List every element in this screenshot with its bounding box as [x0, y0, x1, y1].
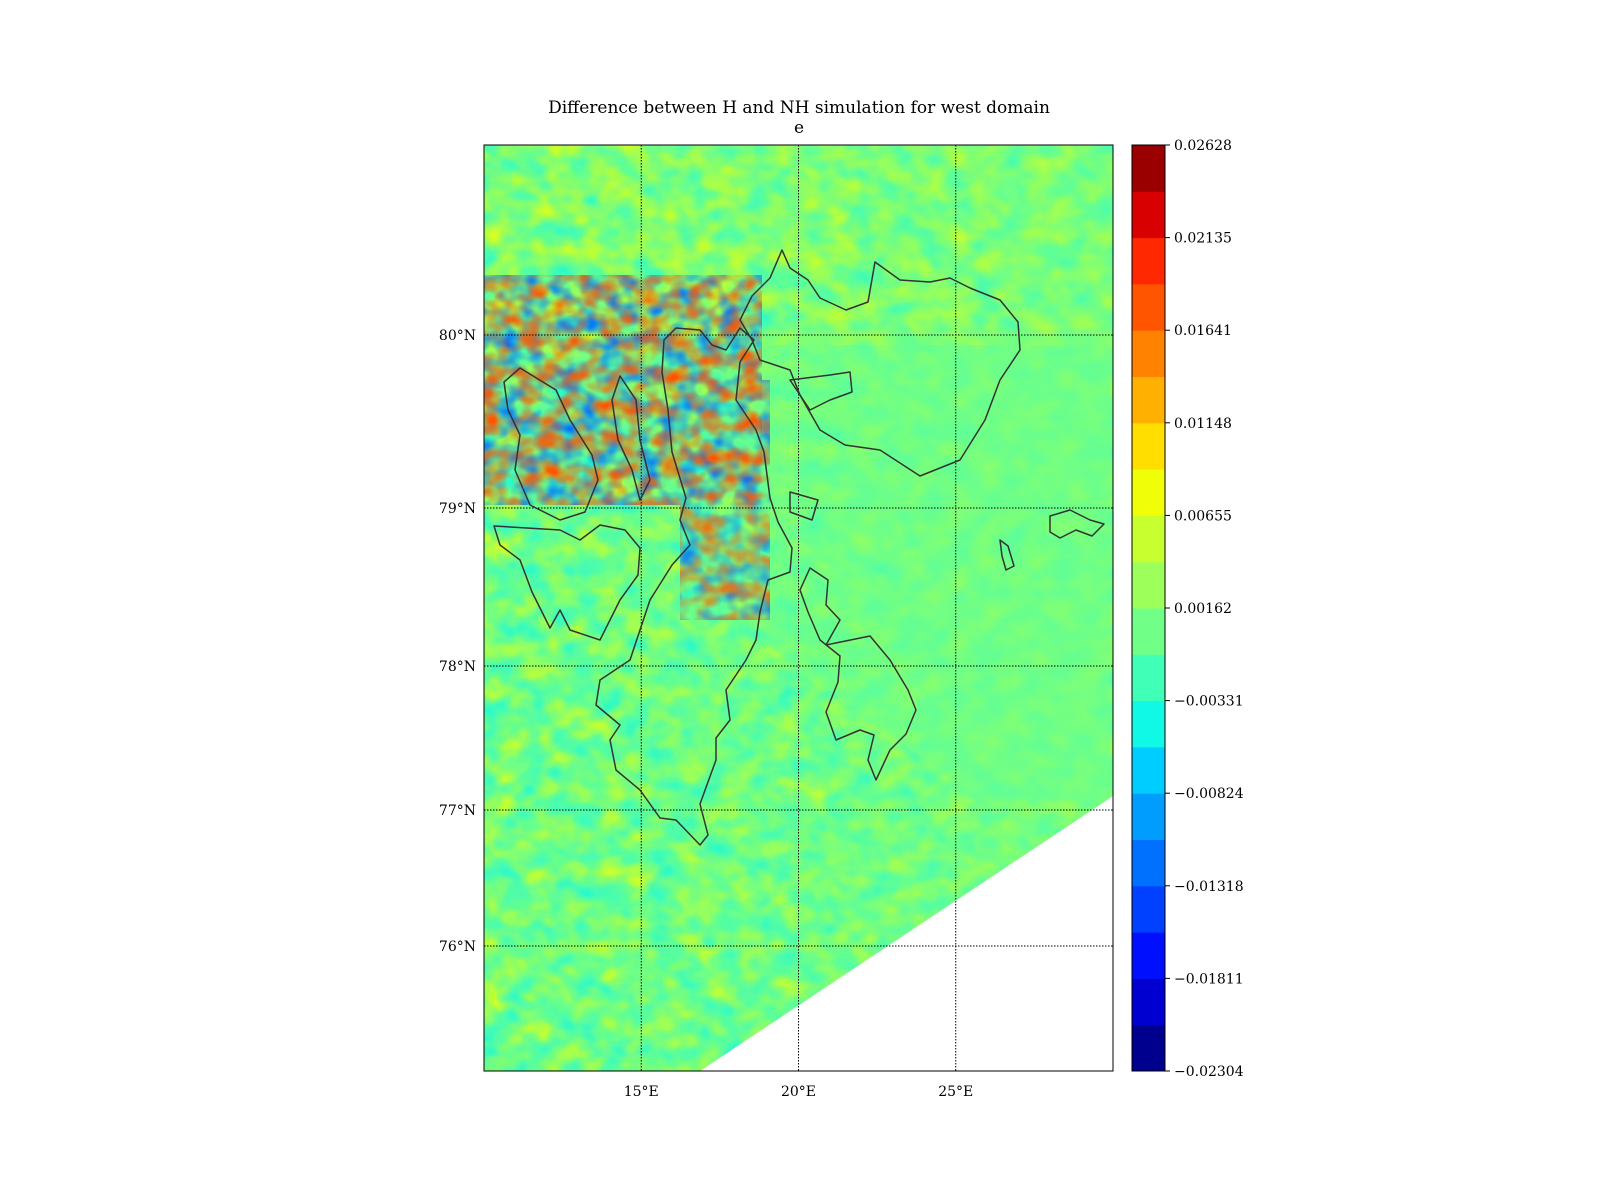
colorbar-segment [1132, 330, 1165, 377]
plot-frame [483, 144, 1114, 1072]
coastline-west-1 [503, 367, 599, 521]
coastline [493, 249, 1105, 846]
coastline-edgeoya [799, 567, 917, 781]
colorbar-segment [1132, 932, 1165, 979]
colorbar-segment [1132, 237, 1165, 285]
lat-tick-label: 79°N [439, 501, 476, 517]
chart-title: Difference between H and NH simulation f… [548, 98, 1050, 118]
coastline-kong-karls-1 [1049, 509, 1105, 539]
axis-labels: 15°E 20°E 25°E 76°N 77°N 78°N 79°N 80°N [439, 328, 973, 1100]
colorbar-segment [1132, 191, 1165, 239]
lat-tick-label: 76°N [439, 939, 476, 955]
coastline-kong-karls-2 [999, 539, 1015, 571]
colorbar-tick-label: −0.00331 [1174, 694, 1244, 710]
coastline-barentsoya [789, 491, 819, 521]
colorbar-tick-label: 0.02135 [1174, 231, 1232, 247]
colorbar-segment [1132, 839, 1165, 887]
colorbar-segment [1132, 145, 1165, 192]
colorbar-segment [1132, 561, 1165, 609]
lat-tick-label: 80°N [439, 328, 476, 344]
colorbar-segment [1132, 978, 1165, 1026]
chart-subtitle: e [793, 118, 805, 138]
colorbar-tick-label: −0.00824 [1174, 786, 1244, 802]
coastline-nordaustlandet [739, 249, 1021, 477]
colorbar-segment [1132, 746, 1165, 794]
lon-tick-label: 25°E [938, 1084, 973, 1100]
colorbar: 0.02628 0.02135 0.01641 0.01148 0.00655 0.001… [1131, 138, 1244, 1080]
colorbar-tick-label: 0.02628 [1174, 138, 1232, 154]
colorbar-tick-label: −0.01318 [1174, 879, 1244, 895]
colorbar-segment [1132, 608, 1165, 655]
colorbar-segment [1132, 885, 1165, 933]
coastline-prins-karls [611, 375, 651, 501]
colorbar-tick-label: 0.01148 [1174, 416, 1232, 432]
coastline-spitsbergen [595, 327, 793, 846]
colorbar-segment [1132, 376, 1165, 424]
lat-tick-label: 77°N [439, 803, 476, 819]
colorbar-tick-label: −0.01811 [1174, 971, 1244, 987]
lon-tick-label: 15°E [624, 1084, 659, 1100]
colorbar-segment [1132, 469, 1165, 516]
colorbar-segment [1132, 515, 1165, 563]
coastline-nordaustlandet-inner [789, 371, 853, 411]
colorbar-tick-label: 0.00655 [1174, 508, 1232, 524]
graticule [484, 145, 1113, 1071]
colorbar-tick-label: 0.00162 [1174, 601, 1232, 617]
lon-tick-label: 20°E [781, 1084, 816, 1100]
colorbar-segment [1132, 654, 1165, 702]
colorbar-segment [1132, 422, 1165, 470]
colorbar-segment [1132, 700, 1165, 748]
colorbar-segment [1132, 283, 1165, 331]
coastline-west-2 [493, 524, 641, 641]
lat-tick-label: 78°N [439, 659, 476, 675]
colorbar-segment [1132, 1024, 1165, 1072]
colorbar-segment [1132, 793, 1165, 840]
colorbar-tick-label: −0.02304 [1174, 1064, 1244, 1080]
colorbar-tick-label: 0.01641 [1174, 323, 1232, 339]
